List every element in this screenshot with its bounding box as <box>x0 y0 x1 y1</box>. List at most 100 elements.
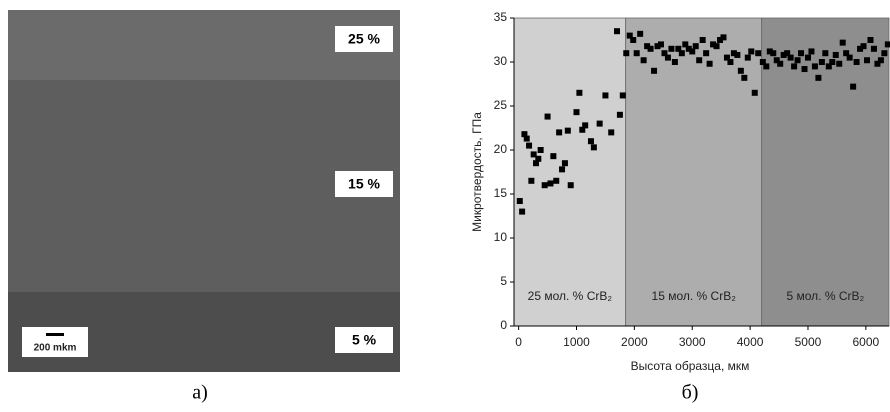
point <box>689 48 696 55</box>
y-tick-label: 5 <box>500 274 507 288</box>
x-tick-label: 3000 <box>679 335 706 349</box>
point <box>870 45 877 52</box>
point <box>596 120 603 127</box>
point <box>647 45 654 52</box>
layer-label: 15 % <box>348 176 380 192</box>
point <box>737 67 744 74</box>
y-tick-label: 35 <box>494 10 508 24</box>
label-box <box>335 327 393 353</box>
point <box>801 66 808 73</box>
point <box>614 28 621 35</box>
point <box>519 208 526 215</box>
point <box>818 59 825 65</box>
point <box>804 54 811 61</box>
y-tick-label: 20 <box>494 142 508 156</box>
point <box>535 155 542 162</box>
point <box>717 37 724 43</box>
point <box>530 151 537 158</box>
point <box>637 30 644 37</box>
scale-bar <box>46 333 64 336</box>
point <box>682 41 689 48</box>
point <box>547 180 554 187</box>
scale-label: 200 mkm <box>34 343 77 354</box>
point <box>573 109 580 116</box>
point <box>877 57 884 64</box>
point <box>713 43 720 50</box>
point <box>748 48 755 55</box>
point <box>706 60 713 67</box>
point <box>727 59 734 65</box>
point <box>564 127 571 134</box>
label-box <box>335 26 393 52</box>
region <box>513 17 627 327</box>
point <box>528 177 535 184</box>
point <box>784 50 791 57</box>
point <box>741 74 748 81</box>
point <box>608 129 615 136</box>
point <box>867 37 874 43</box>
x-tick-label: 1000 <box>563 335 590 349</box>
x-tick-label: 0 <box>515 335 522 349</box>
point <box>815 74 822 81</box>
point <box>644 43 651 50</box>
point <box>857 45 864 52</box>
point <box>630 37 637 43</box>
point <box>657 41 664 48</box>
point <box>770 50 777 57</box>
point <box>850 83 857 90</box>
point <box>881 50 888 57</box>
point <box>777 60 784 67</box>
point <box>602 92 609 99</box>
region <box>761 17 890 327</box>
point <box>692 43 699 50</box>
point <box>808 48 815 55</box>
x-tick-label: 6000 <box>853 335 880 349</box>
x-tick-label: 2000 <box>621 335 648 349</box>
point <box>523 135 530 142</box>
point <box>836 60 843 67</box>
point <box>651 67 658 74</box>
point <box>640 57 647 64</box>
region-label: 25 мол. % CrB₂ <box>528 289 613 303</box>
point <box>553 177 560 184</box>
point <box>544 113 551 120</box>
point <box>829 59 836 65</box>
point <box>703 50 710 57</box>
point <box>710 41 717 48</box>
caption: б) <box>682 382 699 404</box>
point <box>626 32 633 39</box>
point <box>633 50 640 57</box>
point <box>811 63 818 70</box>
point <box>884 41 890 48</box>
y-tick-label: 10 <box>494 230 508 244</box>
point <box>839 39 846 46</box>
point <box>832 51 839 58</box>
point <box>537 147 544 153</box>
y-tick-label: 25 <box>494 98 508 112</box>
point <box>822 50 829 57</box>
point <box>723 54 730 61</box>
layer-top <box>8 10 400 80</box>
point <box>794 57 801 64</box>
point <box>526 142 533 149</box>
point <box>587 138 594 145</box>
layer-label: 5 % <box>352 332 377 348</box>
point <box>579 126 586 133</box>
point <box>654 43 661 50</box>
point <box>576 89 583 96</box>
point <box>843 50 850 57</box>
point <box>541 182 548 189</box>
point <box>874 60 881 67</box>
point <box>623 50 630 57</box>
x-tick-label: 5000 <box>795 335 822 349</box>
region-label: 15 мол. % CrB₂ <box>652 289 737 303</box>
point <box>616 111 623 118</box>
point <box>675 45 682 52</box>
point <box>619 92 626 99</box>
point <box>532 160 539 167</box>
point <box>744 54 751 61</box>
y-axis-title: Микротвердость, ГПа <box>470 112 484 232</box>
point <box>516 198 523 205</box>
